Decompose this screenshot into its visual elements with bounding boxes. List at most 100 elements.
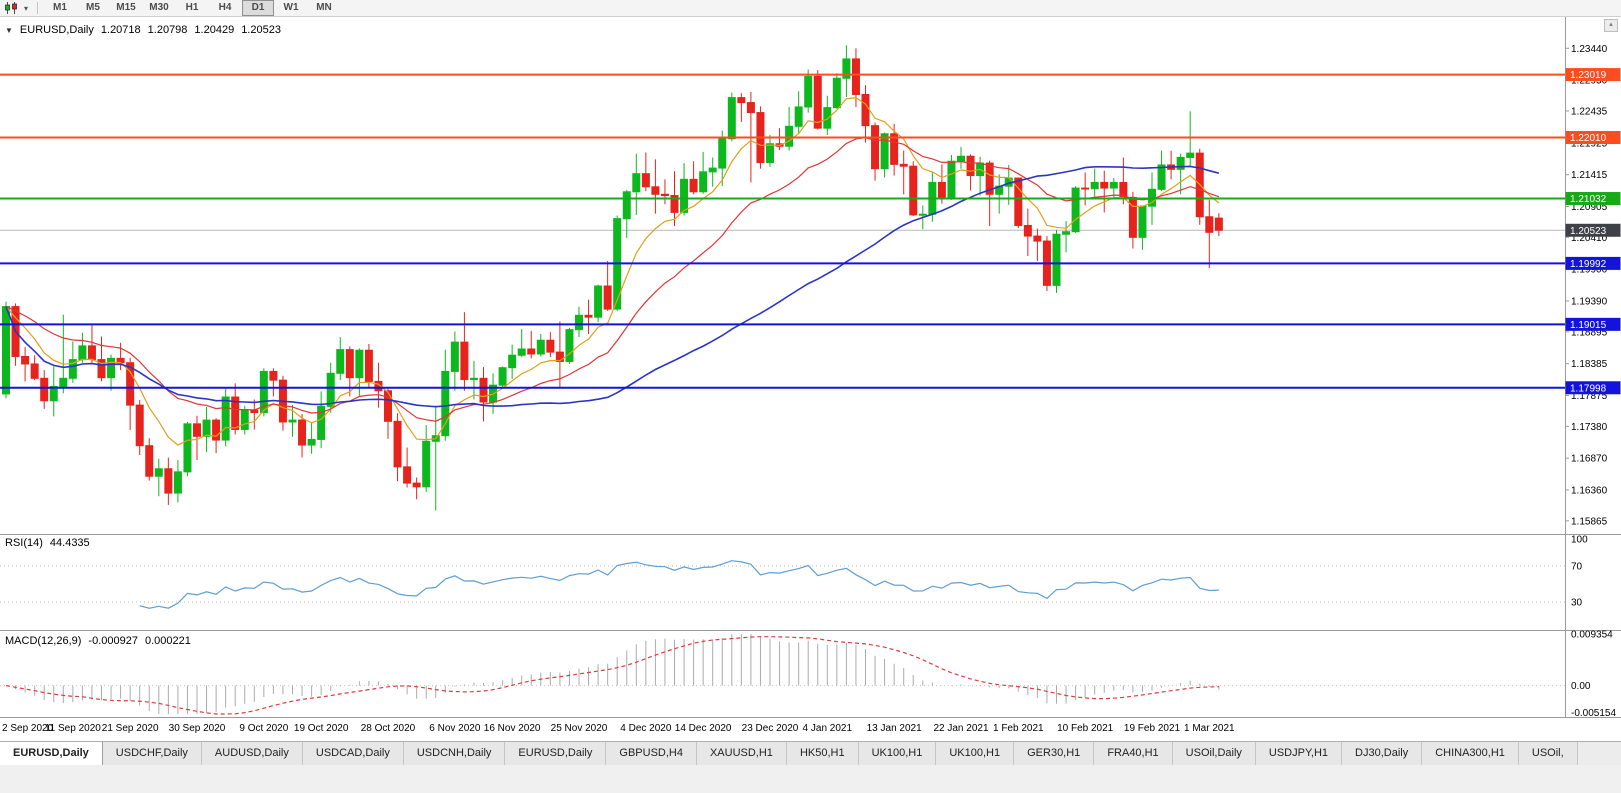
chart-type-candlestick-icon[interactable] [3, 2, 19, 15]
macd-value: -0.000927 [88, 635, 138, 647]
price-chart-canvas[interactable]: 1.234401.229301.224351.219251.214151.209… [0, 17, 1621, 741]
chart-tab-eurusd-daily-5[interactable]: EURUSD,Daily [505, 742, 607, 765]
svg-text:1 Mar 2021: 1 Mar 2021 [1184, 723, 1235, 734]
svg-text:1.18385: 1.18385 [1571, 359, 1608, 370]
svg-text:4 Jan 2021: 4 Jan 2021 [803, 723, 853, 734]
svg-text:19 Feb 2021: 19 Feb 2021 [1124, 723, 1181, 734]
chart-tab-uk100-h1-10[interactable]: UK100,H1 [936, 742, 1015, 765]
svg-text:16 Nov 2020: 16 Nov 2020 [484, 723, 541, 734]
chart-tab-fra40-h1-12[interactable]: FRA40,H1 [1094, 742, 1173, 765]
svg-text:2 Sep 2020: 2 Sep 2020 [2, 723, 54, 734]
rsi-name: RSI(14) [5, 537, 43, 549]
svg-text:1.21415: 1.21415 [1571, 170, 1608, 181]
chart-tab-china300-h1-16[interactable]: CHINA300,H1 [1422, 742, 1519, 765]
svg-text:21 Sep 2020: 21 Sep 2020 [102, 723, 159, 734]
svg-text:1.21032: 1.21032 [1570, 194, 1607, 205]
svg-text:28 Oct 2020: 28 Oct 2020 [361, 723, 416, 734]
chart-tab-usoil-daily-13[interactable]: USOil,Daily [1172, 742, 1256, 765]
pane-separators [0, 17, 1621, 718]
svg-text:1.23019: 1.23019 [1570, 70, 1607, 81]
rsi-pane: 100 70 30 [0, 535, 1588, 609]
chart-tab-usoil-17[interactable]: USOil, [1518, 742, 1578, 765]
timeframe-button-h1[interactable]: H1 [185, 2, 199, 13]
svg-text:1.19900: 1.19900 [1571, 265, 1608, 276]
svg-text:6 Nov 2020: 6 Nov 2020 [429, 723, 481, 734]
svg-text:1.20905: 1.20905 [1571, 202, 1608, 213]
chart-tab-usdcnh-daily-4[interactable]: USDCNH,Daily [403, 742, 506, 765]
price-tag-1.22010 [1565, 131, 1621, 145]
svg-text:1.16360: 1.16360 [1571, 485, 1608, 496]
ohlc-high: 1.20798 [147, 24, 188, 36]
chart-tab-audusd-daily-2[interactable]: AUDUSD,Daily [201, 742, 303, 765]
svg-text:19 Oct 2020: 19 Oct 2020 [294, 723, 349, 734]
svg-text:1.17380: 1.17380 [1571, 422, 1608, 433]
svg-text:1.23440: 1.23440 [1571, 44, 1608, 55]
symbol-timeframe-label: EURUSD,Daily [19, 24, 94, 36]
macd-name: MACD(12,26,9) [5, 635, 82, 647]
ohlc-open: 1.20718 [100, 24, 141, 36]
timeframe-button-w1[interactable]: W1 [283, 2, 299, 13]
svg-text:1.22435: 1.22435 [1571, 107, 1608, 118]
ma-line-21 [5, 137, 1220, 422]
chart-tab-eurusd-daily-0[interactable]: EURUSD,Daily [0, 742, 103, 765]
svg-text:22 Jan 2021: 22 Jan 2021 [933, 723, 988, 734]
chart-window: 1.234401.229301.224351.219251.214151.209… [0, 17, 1621, 741]
chart-type-dropdown-caret-icon[interactable]: ▾ [23, 3, 28, 13]
svg-text:30 Sep 2020: 30 Sep 2020 [169, 723, 226, 734]
macd-signal-line [5, 636, 1219, 715]
rsi-indicator-label: RSI(14) 44.4335 [5, 537, 90, 549]
price-tag-1.19992 [1565, 256, 1621, 270]
chart-tab-xauusd-h1-7[interactable]: XAUUSD,H1 [696, 742, 787, 765]
price-tag-1.17998 [1565, 381, 1621, 395]
toolbar-separator [37, 2, 38, 14]
chart-tab-hk50-h1-8[interactable]: HK50,H1 [786, 742, 859, 765]
svg-text:13 Jan 2021: 13 Jan 2021 [867, 723, 922, 734]
svg-text:-0.005154: -0.005154 [1571, 708, 1616, 719]
timeframe-button-m5[interactable]: M5 [86, 2, 100, 13]
ohlc-close: 1.20523 [241, 24, 281, 36]
svg-text:9 Oct 2020: 9 Oct 2020 [239, 723, 288, 734]
chart-tab-bar: EURUSD,Daily USDCHF,Daily AUDUSD,Daily USDC… [0, 741, 1621, 765]
top-toolbar: ▾ M1 M5 M15 M30 H1 H4 D1 W1 MN [0, 0, 1621, 17]
chart-tab-usdchf-daily-1[interactable]: USDCHF,Daily [102, 742, 202, 765]
svg-text:1.16870: 1.16870 [1571, 454, 1608, 465]
chart-tab-usdcad-daily-3[interactable]: USDCAD,Daily [302, 742, 404, 765]
svg-text:1.22930: 1.22930 [1571, 76, 1608, 87]
price-tag-1.21032 [1565, 192, 1621, 206]
chart-tab-usdjpy-h1-14[interactable]: USDJPY,H1 [1255, 742, 1343, 765]
svg-text:14 Dec 2020: 14 Dec 2020 [675, 723, 732, 734]
svg-text:1.17998: 1.17998 [1570, 383, 1607, 394]
timeframe-button-mn[interactable]: MN [316, 2, 332, 13]
svg-text:23 Dec 2020: 23 Dec 2020 [742, 723, 799, 734]
timeframe-button-m1[interactable]: M1 [53, 2, 67, 13]
ma-line-50 [5, 165, 1220, 408]
svg-text:1.20410: 1.20410 [1571, 233, 1608, 244]
svg-text:1.15865: 1.15865 [1571, 516, 1608, 527]
price-tag-1.23019 [1565, 68, 1621, 82]
svg-text:1.19992: 1.19992 [1570, 259, 1607, 270]
chart-tab-dj30-daily-15[interactable]: DJ30,Daily [1342, 742, 1423, 765]
svg-text:1.17875: 1.17875 [1571, 391, 1608, 402]
chart-header: ▼ EURUSD,Daily 1.20718 1.20798 1.20429 1… [5, 24, 281, 36]
chart-tab-uk100-h1-9[interactable]: UK100,H1 [858, 742, 937, 765]
price-axis: 1.234401.229301.224351.219251.214151.209… [1565, 44, 1608, 527]
price-tags-group[interactable]: 1.23019 1.22010 1.21032 1.19992 1.19015 1.179… [1565, 68, 1621, 395]
chart-tab-ger30-h1-11[interactable]: GER30,H1 [1014, 742, 1095, 765]
price-tag-1.19015 [1565, 317, 1621, 331]
svg-text:1.19390: 1.19390 [1571, 296, 1608, 307]
scroll-to-end-icon[interactable]: ▴ [1604, 19, 1618, 32]
svg-text:100: 100 [1571, 535, 1588, 546]
timeframe-button-h4[interactable]: H4 [218, 2, 232, 13]
rsi-value: 44.4335 [49, 537, 90, 549]
timeframe-toolbar: M1 M5 M15 M30 H1 H4 D1 W1 MN [44, 0, 340, 16]
svg-text:1.22010: 1.22010 [1570, 133, 1607, 144]
timeframe-button-d1[interactable]: D1 [242, 0, 274, 16]
timeframe-button-m15[interactable]: M15 [116, 2, 136, 13]
timeframe-button-m30[interactable]: M30 [149, 2, 169, 13]
symbol-menu-icon[interactable]: ▼ [5, 25, 13, 35]
svg-text:1 Feb 2021: 1 Feb 2021 [993, 723, 1044, 734]
svg-text:30: 30 [1571, 598, 1583, 609]
svg-text:1.19015: 1.19015 [1570, 320, 1607, 331]
chart-tab-gbpusd-h4-6[interactable]: GBPUSD,H4 [606, 742, 697, 765]
level-lines-group[interactable] [0, 73, 1565, 389]
